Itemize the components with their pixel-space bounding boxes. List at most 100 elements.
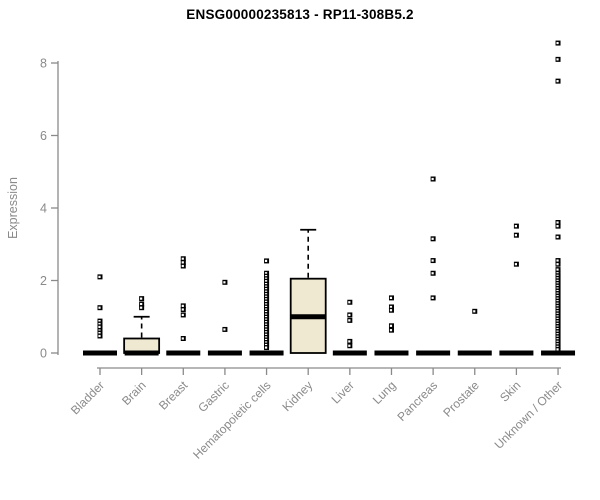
outlier-point-notch xyxy=(556,348,559,351)
outlier-point-notch xyxy=(181,337,184,340)
outlier-point-notch xyxy=(264,285,268,288)
outlier-point-notch xyxy=(431,296,434,299)
outlier-point-notch xyxy=(556,235,559,239)
outlier-point-notch xyxy=(98,334,101,338)
outlier-point-notch xyxy=(431,272,434,275)
outlier-point-notch xyxy=(556,225,559,228)
y-tick-label: 0 xyxy=(40,347,47,361)
x-category-label: Gastric xyxy=(195,378,232,415)
outlier-point-notch xyxy=(98,331,101,335)
outlier-point-notch xyxy=(264,313,268,316)
x-category-label: Bladder xyxy=(68,378,107,417)
outlier-point-notch xyxy=(556,300,559,303)
outlier-point-notch xyxy=(514,225,517,228)
outlier-point-notch xyxy=(264,318,268,321)
outlier-point-notch xyxy=(556,277,559,280)
outlier-point-notch xyxy=(264,280,268,283)
x-category-label: Skin xyxy=(497,378,523,404)
x-category-label: Prostate xyxy=(440,378,482,420)
outlier-point-notch xyxy=(264,259,268,263)
outlier-point-notch xyxy=(556,325,559,328)
outlier-point-notch xyxy=(264,275,268,278)
outlier-point-notch xyxy=(264,338,268,342)
outlier-point-notch xyxy=(264,288,268,291)
outlier-point-notch xyxy=(348,313,351,317)
outlier-point-notch xyxy=(264,326,268,329)
outlier-point-notch xyxy=(556,287,559,290)
outlier-point-notch xyxy=(264,293,268,296)
outlier-point-notch xyxy=(556,312,559,315)
outlier-point-notch xyxy=(98,320,101,323)
outlier-point-notch xyxy=(98,325,101,328)
outlier-point-notch xyxy=(556,41,559,45)
y-tick-label: 2 xyxy=(40,274,47,288)
outlier-point-notch xyxy=(264,333,268,336)
outlier-point-notch xyxy=(264,277,268,280)
outlier-point-notch xyxy=(556,80,559,83)
outlier-point-notch xyxy=(556,282,559,285)
median-bar xyxy=(166,350,201,356)
outlier-point-notch xyxy=(264,303,268,306)
outlier-point-notch xyxy=(556,279,559,282)
outlier-point-notch xyxy=(431,259,434,262)
outlier-point-notch xyxy=(98,275,101,278)
outlier-point-notch xyxy=(556,305,559,308)
outlier-point-notch xyxy=(264,300,268,303)
median-bar xyxy=(83,350,117,356)
outlier-point-notch xyxy=(389,296,393,299)
outlier-point-notch xyxy=(556,333,559,336)
outlier-point-notch xyxy=(264,331,268,334)
outlier-point-notch xyxy=(556,307,559,310)
outlier-point-notch xyxy=(556,58,559,61)
outlier-point-notch xyxy=(181,257,184,260)
outlier-point-notch xyxy=(556,221,559,224)
outlier-point-notch xyxy=(264,272,268,275)
outlier-point-notch xyxy=(181,313,184,317)
outlier-point-notch xyxy=(181,308,184,311)
x-category-label: Lung xyxy=(370,378,399,407)
outlier-point-notch xyxy=(556,327,559,331)
outlier-point-notch xyxy=(556,340,559,343)
outlier-point-notch xyxy=(556,322,559,326)
median-bar xyxy=(541,350,576,356)
y-tick-label: 6 xyxy=(40,129,47,143)
outlier-point-notch xyxy=(181,304,184,307)
outlier-point-notch xyxy=(264,305,268,309)
median-bar xyxy=(499,350,534,356)
outlier-point-notch xyxy=(514,263,517,266)
y-tick-label: 8 xyxy=(40,57,47,71)
x-category-label: Breast xyxy=(156,378,191,413)
median-bar xyxy=(332,350,367,356)
median-bar xyxy=(457,350,492,356)
outlier-point-notch xyxy=(556,292,559,295)
median-bar xyxy=(124,350,159,356)
outlier-point-notch xyxy=(556,263,559,266)
outlier-point-notch xyxy=(556,302,559,305)
outlier-point-notch xyxy=(264,310,268,314)
outlier-point-notch xyxy=(556,289,559,293)
outlier-point-notch xyxy=(223,281,226,284)
outlier-point-notch xyxy=(389,329,393,332)
outlier-point-notch xyxy=(264,328,268,331)
outlier-point-notch xyxy=(140,306,143,309)
y-tick-label: 4 xyxy=(40,202,47,216)
outlier-point-notch xyxy=(223,328,226,331)
median-bar xyxy=(291,314,326,320)
x-category-label: Pancreas xyxy=(394,378,440,424)
outlier-point-notch xyxy=(348,319,351,322)
outlier-point-notch xyxy=(431,237,434,240)
outlier-point-notch xyxy=(556,317,559,321)
outlier-point-notch xyxy=(140,297,143,300)
x-category-label: Hematopoietic cells xyxy=(190,378,273,461)
outlier-point-notch xyxy=(556,320,559,323)
chart-title: ENSG00000235813 - RP11-308B5.2 xyxy=(186,7,414,22)
outlier-point-notch xyxy=(556,297,559,300)
outlier-point-notch xyxy=(264,341,268,344)
outlier-point-notch xyxy=(556,259,559,262)
outlier-point-notch xyxy=(264,283,268,286)
median-bar xyxy=(207,350,242,356)
median-bar xyxy=(249,350,284,356)
outlier-point-notch xyxy=(556,345,559,348)
outlier-point-notch xyxy=(556,315,559,318)
